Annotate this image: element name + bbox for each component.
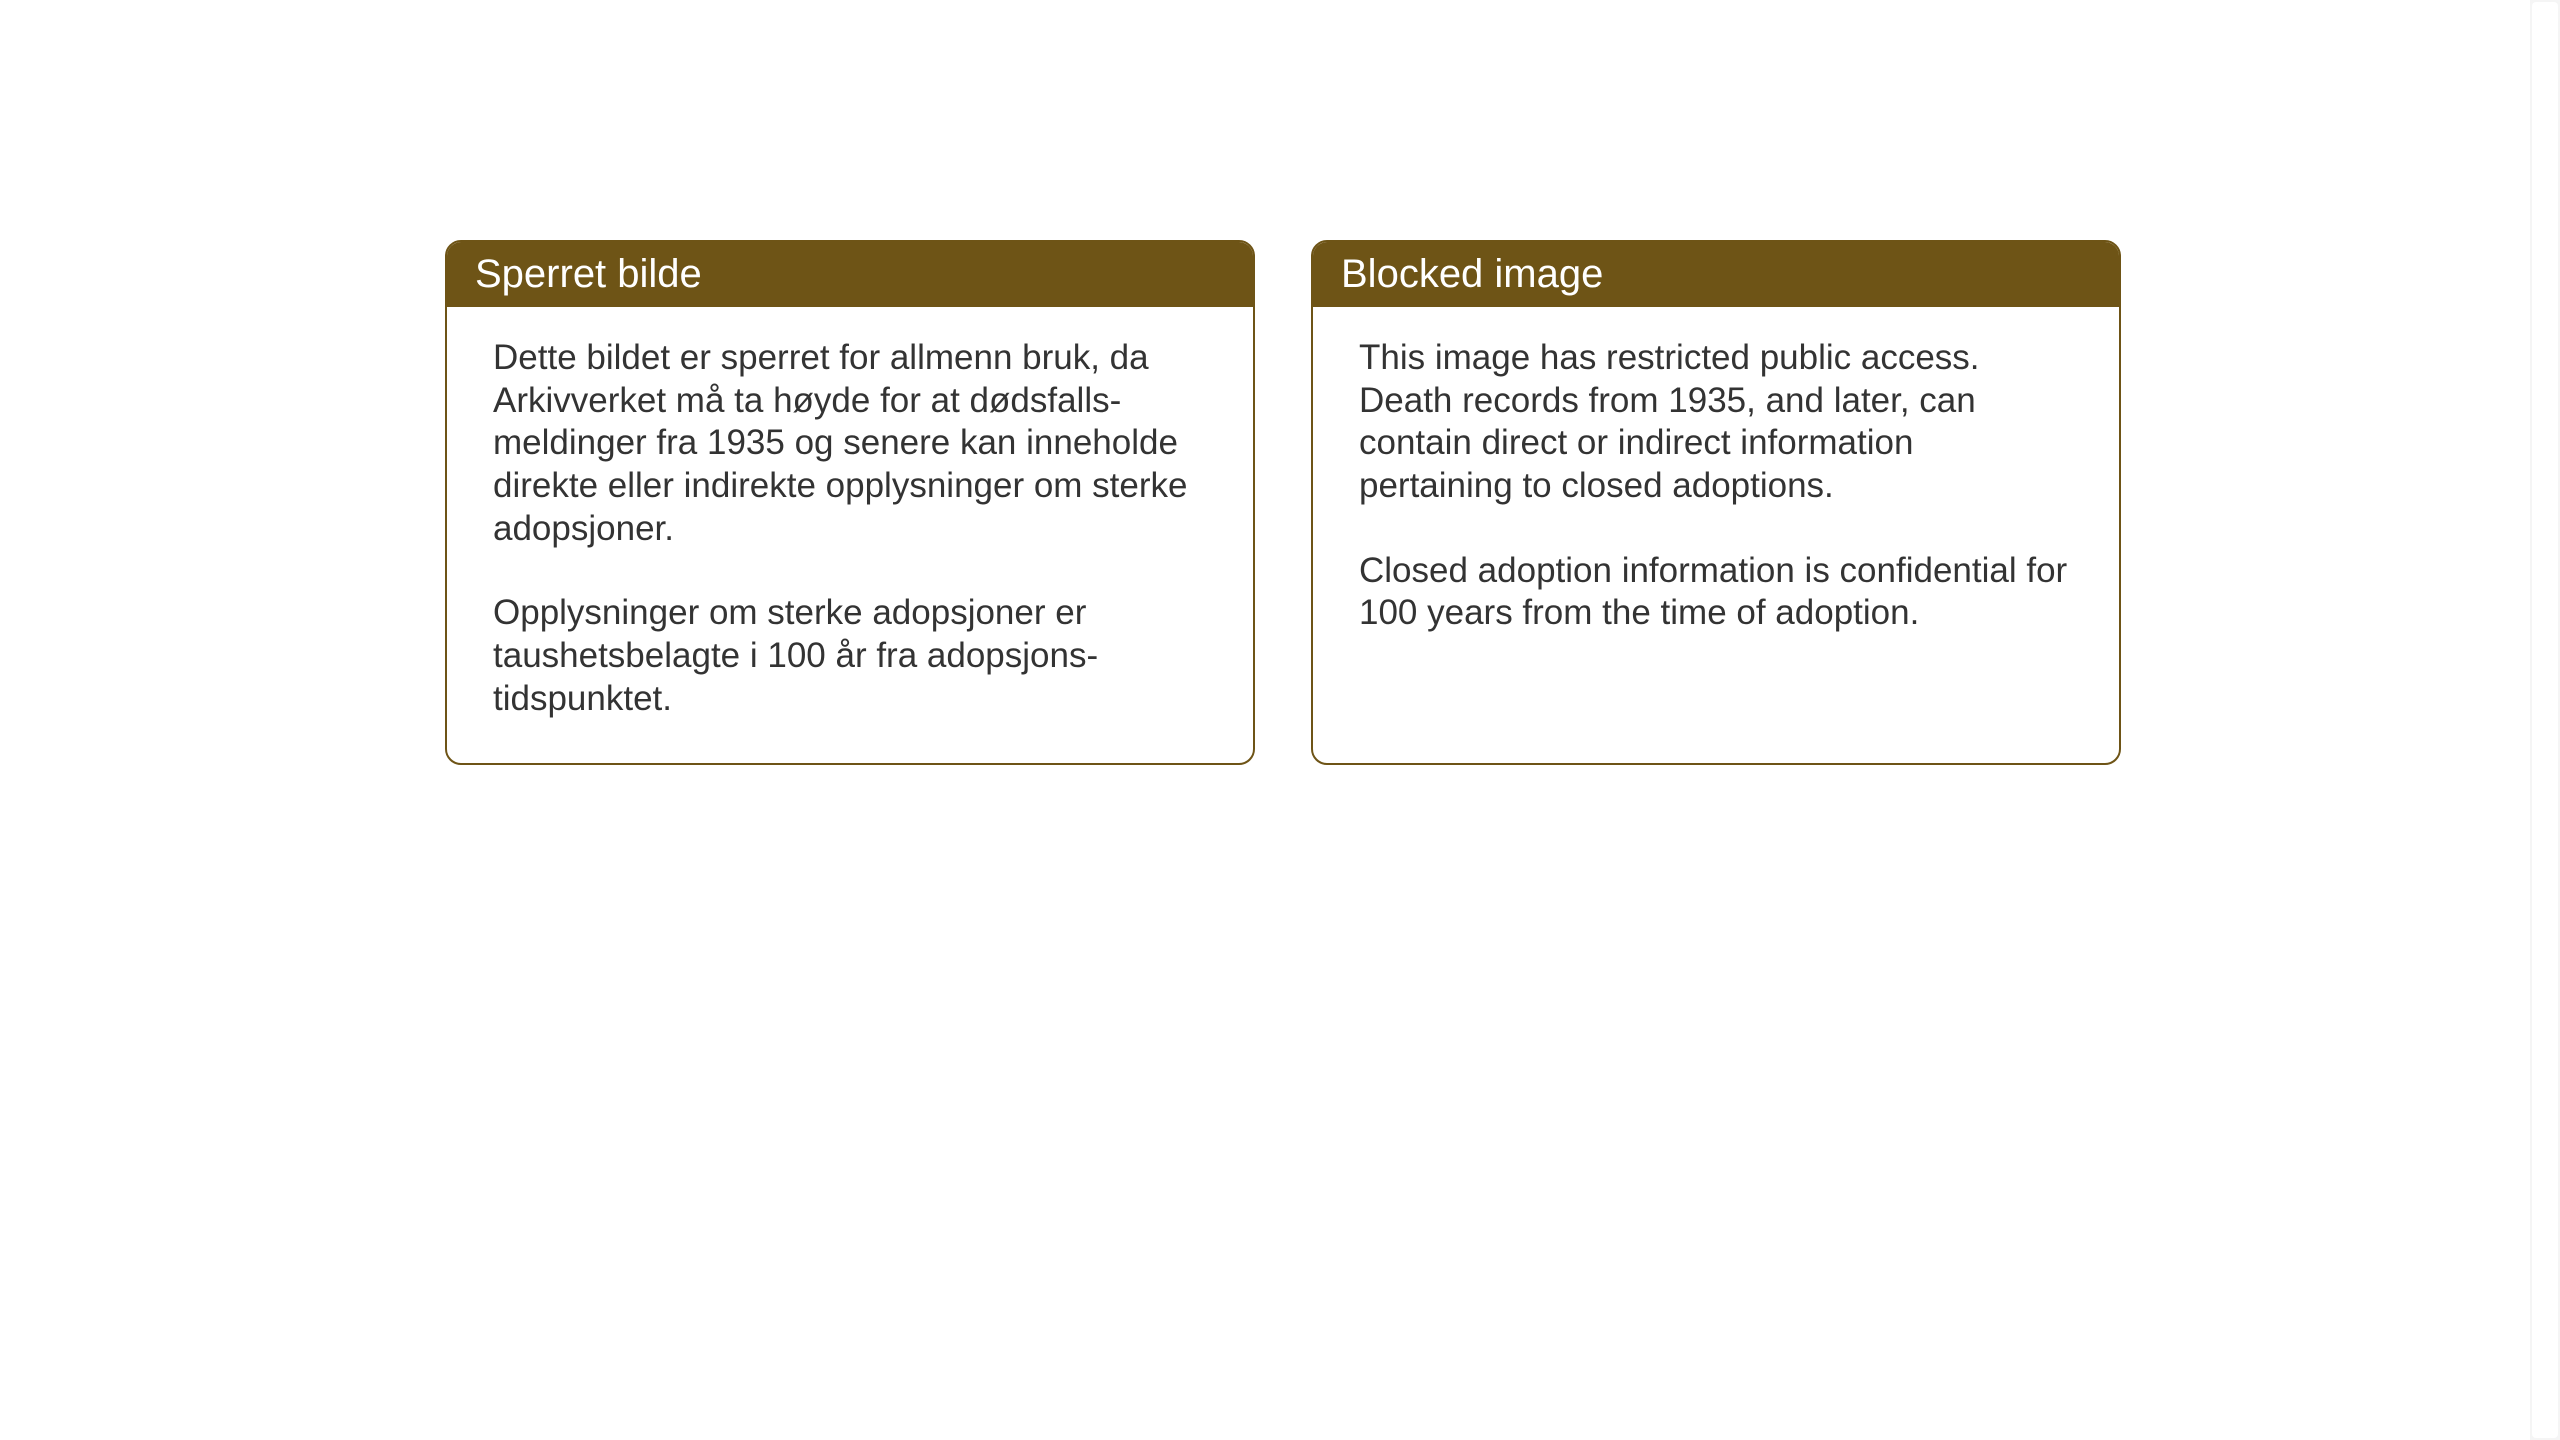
notice-title-norwegian: Sperret bilde	[447, 242, 1253, 307]
notice-para1-english: This image has restricted public access.…	[1359, 337, 2073, 508]
notice-box-norwegian: Sperret bilde Dette bildet er sperret fo…	[445, 240, 1255, 765]
notice-body-norwegian: Dette bildet er sperret for allmenn bruk…	[447, 307, 1253, 763]
notice-para1-norwegian: Dette bildet er sperret for allmenn bruk…	[493, 337, 1207, 550]
notice-title-english: Blocked image	[1313, 242, 2119, 307]
notice-body-english: This image has restricted public access.…	[1313, 307, 2119, 677]
notice-box-english: Blocked image This image has restricted …	[1311, 240, 2121, 765]
vertical-scrollbar-track[interactable]	[2530, 0, 2560, 1440]
vertical-scrollbar-thumb[interactable]	[2532, 2, 2558, 1438]
notice-para2-english: Closed adoption information is confident…	[1359, 550, 2073, 635]
notice-para2-norwegian: Opplysninger om sterke adopsjoner er tau…	[493, 592, 1207, 720]
notice-container: Sperret bilde Dette bildet er sperret fo…	[445, 240, 2121, 765]
